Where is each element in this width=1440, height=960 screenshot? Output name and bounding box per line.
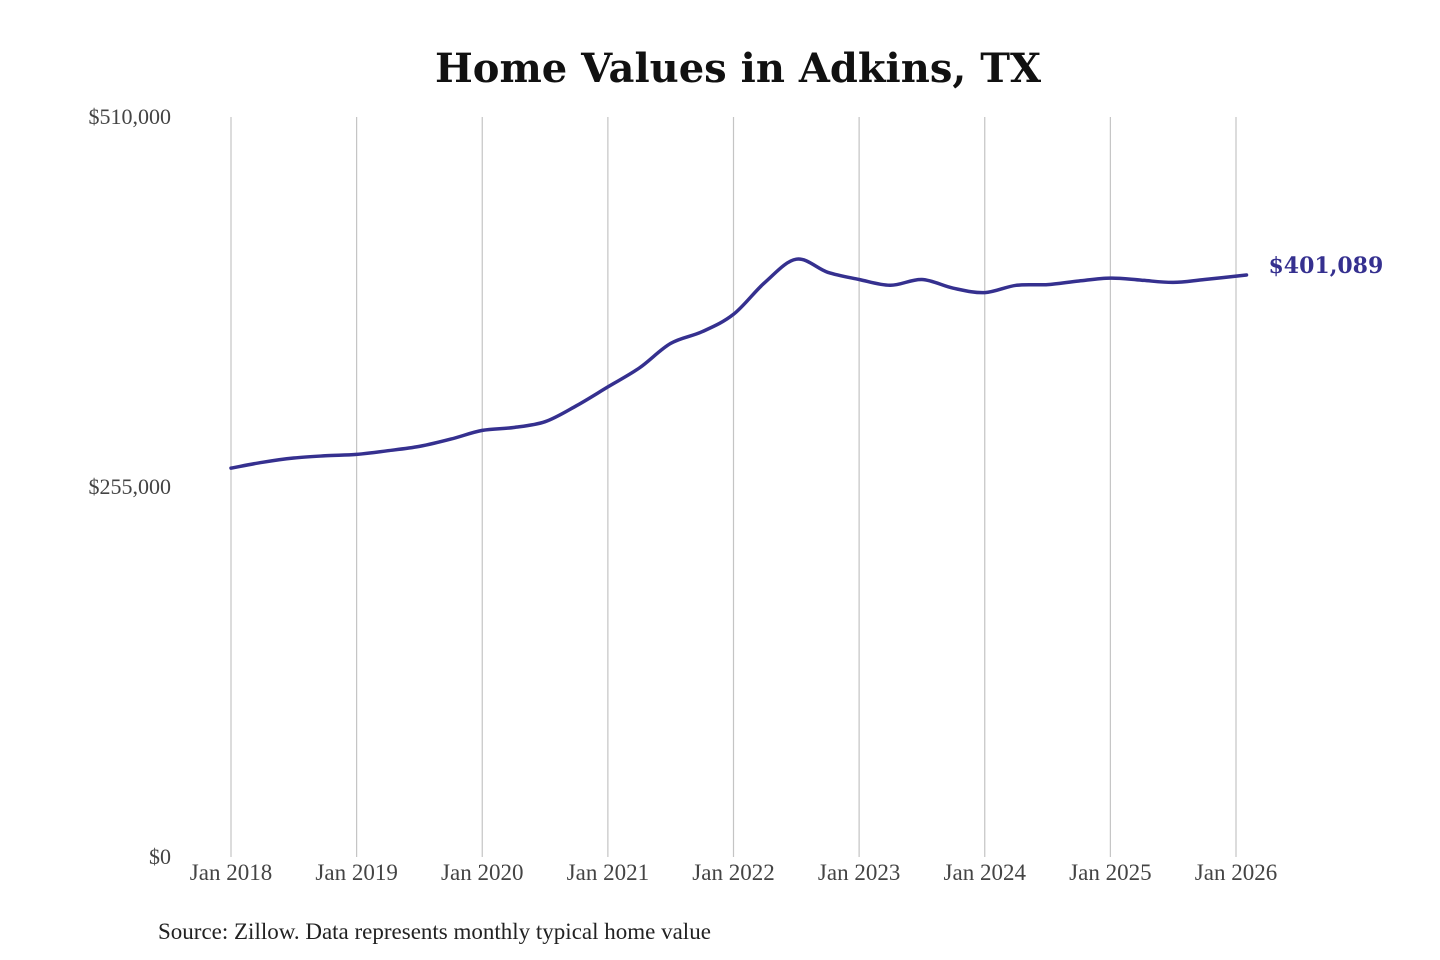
y-tick-label: $255,000	[89, 474, 172, 499]
x-tick-label: Jan 2022	[692, 860, 774, 885]
x-axis-ticks: Jan 2018 Jan 2019 Jan 2020 Jan 2021 Jan 2022…	[190, 860, 1277, 885]
x-tick-label: Jan 2023	[818, 860, 900, 885]
x-tick-label: Jan 2018	[190, 860, 272, 885]
chart-title: Home Values in Adkins, TX	[435, 45, 1041, 92]
x-tick-label: Jan 2025	[1069, 860, 1151, 885]
x-tick-label: Jan 2020	[441, 860, 523, 885]
y-tick-label: $0	[149, 844, 171, 869]
x-tick-label: Jan 2021	[567, 860, 649, 885]
y-axis-ticks: $0 $255,000 $510,000	[89, 104, 172, 869]
series-line	[229, 257, 1249, 470]
x-tick-label: Jan 2024	[944, 860, 1027, 885]
x-tick-label: Jan 2026	[1195, 860, 1277, 885]
y-tick-label: $510,000	[89, 104, 172, 129]
gridlines	[230, 117, 1237, 857]
x-tick-label: Jan 2019	[315, 860, 397, 885]
source-note: Source: Zillow. Data represents monthly …	[158, 919, 711, 944]
end-value-label: $401,089	[1268, 253, 1383, 279]
series-layer	[229, 257, 1249, 470]
annotation-layer: $401,089	[1268, 253, 1383, 279]
